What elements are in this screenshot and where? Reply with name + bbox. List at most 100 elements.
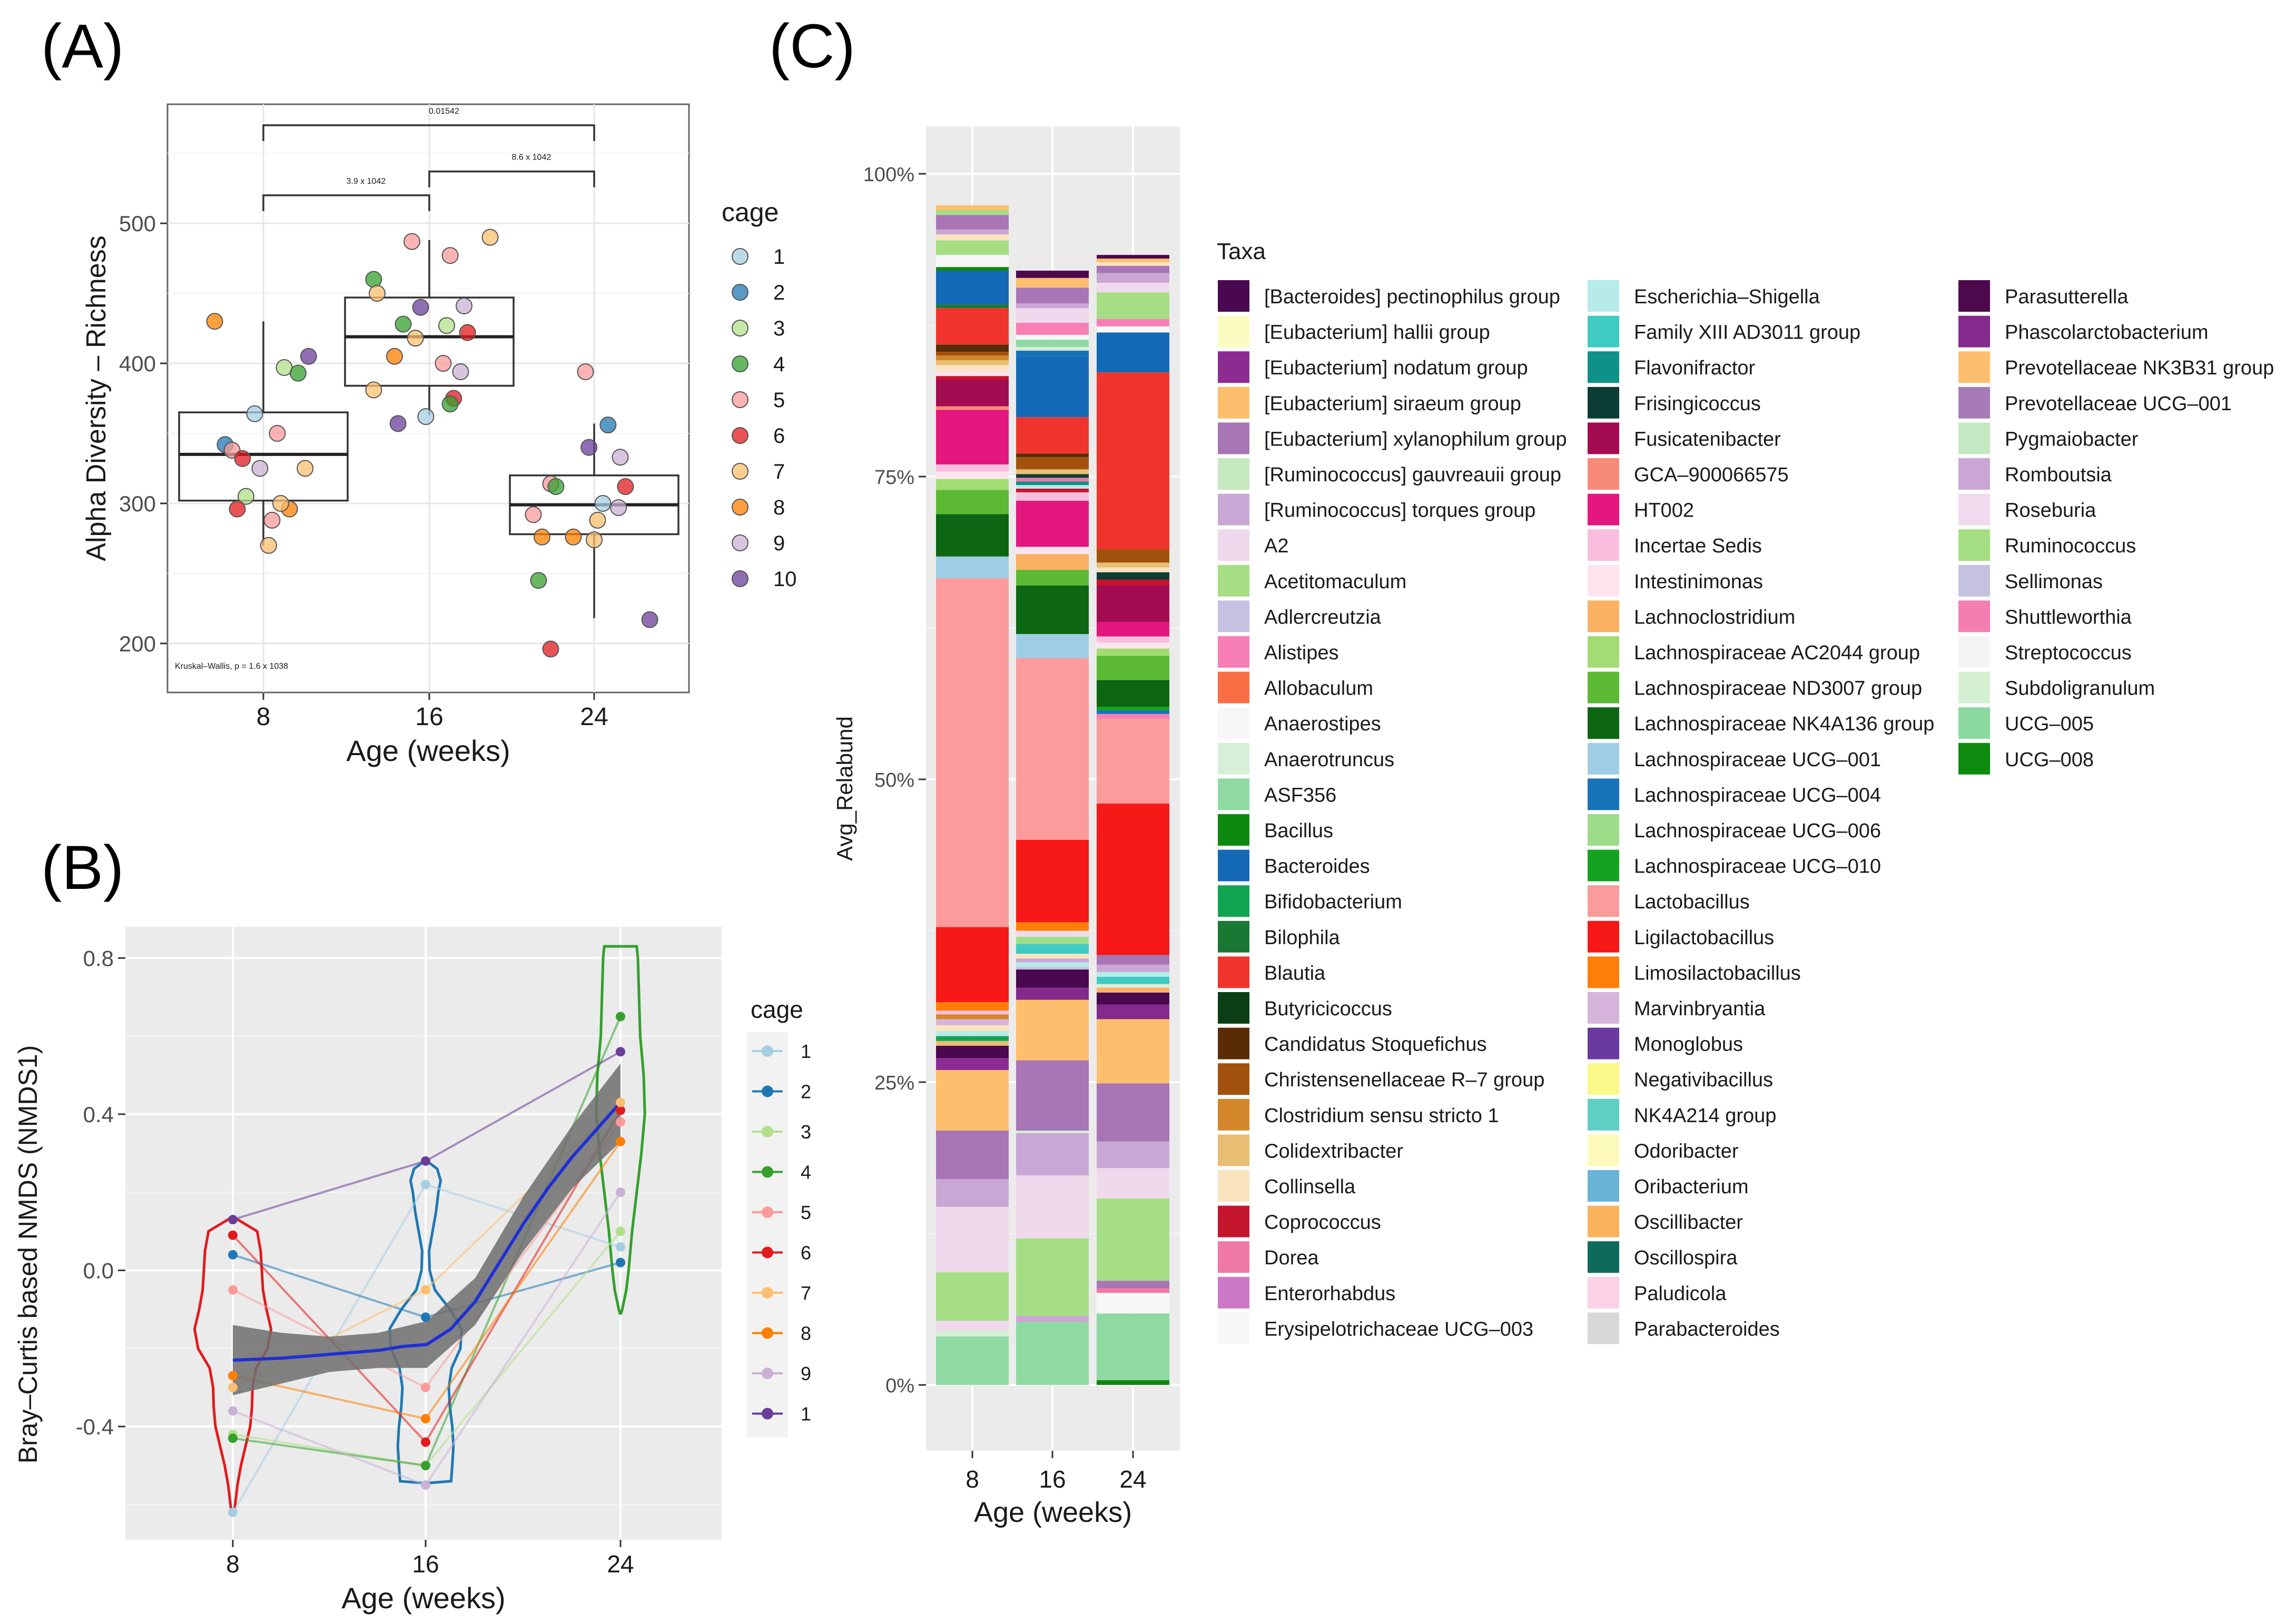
chart-b-x-tick-label: 16	[412, 1550, 439, 1578]
chart-b-y-tick-label: 0.8	[83, 946, 114, 971]
legend-a-label-cage-9: 9	[773, 532, 785, 555]
bar-segment	[936, 1058, 1009, 1070]
bar-segment	[1097, 1168, 1169, 1199]
legend-c-swatch	[1588, 600, 1619, 632]
point-cage-7	[272, 494, 289, 512]
point-cage-5	[435, 355, 452, 372]
legend-c-swatch	[1218, 493, 1249, 526]
legend-c-label: Lachnospiraceae UCG–010	[1634, 856, 1881, 878]
bar-segment	[1016, 969, 1089, 988]
bar-segment	[936, 1036, 1009, 1041]
bar-segment	[1097, 964, 1169, 972]
bar-segment	[1097, 648, 1169, 656]
legend-b-swatch-cage-1	[762, 1045, 773, 1057]
point-cage-5	[577, 363, 594, 380]
bar-segment	[936, 1014, 1009, 1019]
panel-label-a: (A)	[41, 12, 124, 81]
bar-segment	[1016, 634, 1089, 658]
chart-b-x-tick-label: 8	[226, 1550, 240, 1578]
bar-segment	[936, 376, 1009, 380]
bar-segment	[1097, 1293, 1169, 1314]
nmds-point-cage-9	[616, 1187, 625, 1197]
bar-segment	[936, 490, 1009, 514]
legend-c-swatch	[1218, 849, 1249, 882]
bar-segment	[1016, 457, 1089, 470]
legend-c-swatch	[1218, 1205, 1249, 1237]
legend-c-swatch	[1218, 814, 1249, 846]
legend-c-swatch	[1588, 493, 1619, 526]
legend-c-swatch	[1588, 671, 1619, 704]
bar-segment	[1016, 937, 1089, 944]
nmds-point-cage-1	[421, 1180, 430, 1190]
legend-c-label: Ligilactobacillus	[1634, 927, 1774, 949]
chart_data.0.annotation.label-exponent: 38	[279, 662, 288, 671]
chart-b-y-tick-label: 0.4	[83, 1102, 114, 1127]
legend-c-swatch	[1218, 565, 1249, 597]
bar-segment	[1016, 492, 1089, 501]
legend-a-swatch-cage-4	[732, 355, 748, 372]
point-cage-4	[290, 364, 307, 382]
chart-c-y-tick-label: 75%	[874, 467, 914, 489]
bar-segment	[1097, 656, 1169, 680]
chart-c-y-axis-label: Avg_Relabund	[832, 716, 857, 861]
point-cage-3	[238, 488, 254, 505]
legend-b-label-cage-10: 10	[801, 1403, 811, 1425]
legend-c-label: Oscillibacter	[1634, 1212, 1743, 1234]
chart_data.0.annotation.label: Kruskal–Wallis, p = 1.6 x 1038	[175, 662, 288, 671]
chart_data.0.comparisons.0.label: 3.9 x 1042	[347, 177, 386, 186]
legend-c-swatch	[1958, 387, 1990, 419]
nmds-point-cage-1	[616, 1242, 625, 1252]
nmds-point-cage-10	[421, 1156, 430, 1166]
point-cage-8	[534, 528, 550, 546]
bar-segment	[1016, 967, 1089, 970]
legend-b-label-cage-6: 6	[801, 1242, 811, 1264]
legend-a-swatch-cage-6	[732, 427, 748, 444]
bar-segment	[1097, 1281, 1169, 1288]
chart-b-y-tick-label: 0.0	[83, 1258, 114, 1283]
legend-c-label: [Eubacterium] hallii group	[1264, 322, 1490, 344]
legend-c-label: Prevotellaceae NK3B31 group	[2005, 357, 2274, 379]
legend-c-swatch	[1958, 600, 1990, 632]
legend-b-label-cage-5: 5	[801, 1202, 811, 1223]
bar-segment	[1097, 707, 1169, 710]
legend-c-label: Butyricicoccus	[1264, 998, 1392, 1020]
point-cage-1	[594, 494, 612, 512]
legend-c-swatch	[1958, 742, 1990, 775]
bar-segment	[1016, 357, 1089, 418]
bar-segment	[1016, 469, 1089, 474]
legend-c-swatch	[1588, 351, 1619, 383]
bar-segment	[1016, 999, 1089, 1061]
bar-segment	[936, 1025, 1009, 1032]
bar-segment	[1097, 976, 1169, 984]
bar-segment	[1097, 710, 1169, 714]
legend-c-swatch	[1218, 1170, 1249, 1202]
bar-segment	[1097, 636, 1169, 643]
bar-segment	[1016, 1175, 1089, 1239]
nmds-point-cage-10	[228, 1215, 238, 1225]
legend-c-label: Lachnospiraceae ND3007 group	[1634, 678, 1922, 700]
legend-c-label: Oribacterium	[1634, 1176, 1749, 1198]
nmds-point-cage-4	[421, 1461, 430, 1471]
legend-c-label: Bacillus	[1264, 820, 1333, 842]
legend-c-label: Coprococcus	[1264, 1212, 1381, 1234]
bar-segment	[936, 380, 1009, 407]
legend-c-swatch	[1588, 1063, 1619, 1095]
chart-c-y-tick-label: 0%	[885, 1375, 914, 1397]
legend-c-swatch	[1218, 742, 1249, 775]
chart-c-x-tick-label: 8	[966, 1465, 979, 1493]
bar-segment	[1016, 474, 1089, 478]
legend-c-swatch	[1218, 458, 1249, 490]
legend-c-label: Collinsella	[1264, 1176, 1356, 1198]
legend-a-label-cage-5: 5	[773, 389, 785, 412]
bar-segment	[936, 1011, 1009, 1015]
point-cage-7	[407, 330, 424, 347]
point-cage-8	[206, 313, 223, 330]
bar-segment	[1097, 1198, 1169, 1281]
point-cage-10	[641, 611, 658, 628]
point-cage-9	[456, 297, 472, 314]
point-cage-5	[403, 233, 420, 250]
legend-c-label: Candidatus Stoquefichus	[1264, 1034, 1487, 1056]
nmds-point-cage-8	[421, 1414, 430, 1424]
bar-segment	[936, 1131, 1009, 1179]
